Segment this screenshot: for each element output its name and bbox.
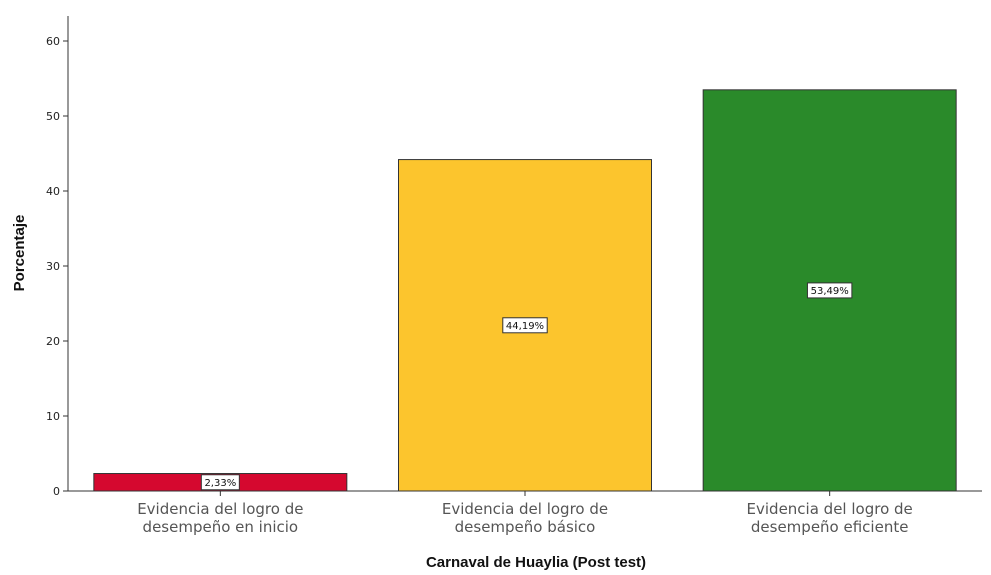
data-label: 53,49% xyxy=(811,286,849,297)
data-label-box xyxy=(806,282,853,299)
x-tick-label: desempeño básico xyxy=(455,518,596,536)
y-tick-label: 50 xyxy=(46,110,60,123)
data-label: 2,33% xyxy=(204,478,236,489)
y-tick-label: 30 xyxy=(46,260,60,273)
x-tick-label: desempeño eficiente xyxy=(751,518,909,536)
y-tick-label: 10 xyxy=(46,410,60,423)
y-tick-label: 60 xyxy=(46,35,60,48)
x-tick-label: Evidencia del logro de xyxy=(137,500,303,518)
x-tick-label: Evidencia del logro de xyxy=(442,500,608,518)
y-axis: 0 10 20 30 40 50 60 xyxy=(46,16,69,498)
x-tick-label: desempeño en inicio xyxy=(143,518,299,536)
data-label-box xyxy=(502,317,548,334)
y-tick-label: 0 xyxy=(53,485,60,498)
y-tick-label: 20 xyxy=(46,335,60,348)
x-tick-label: Evidencia del logro de xyxy=(747,500,913,518)
data-label: 44,19% xyxy=(506,321,544,332)
data-label-box xyxy=(200,474,240,491)
y-axis-title: Porcentaje xyxy=(11,215,28,292)
bars: 2,33% 44,19% 53,49% xyxy=(93,89,957,492)
y-tick-label: 40 xyxy=(46,185,60,198)
x-axis-title: Carnaval de Huaylia (Post test) xyxy=(426,554,646,571)
